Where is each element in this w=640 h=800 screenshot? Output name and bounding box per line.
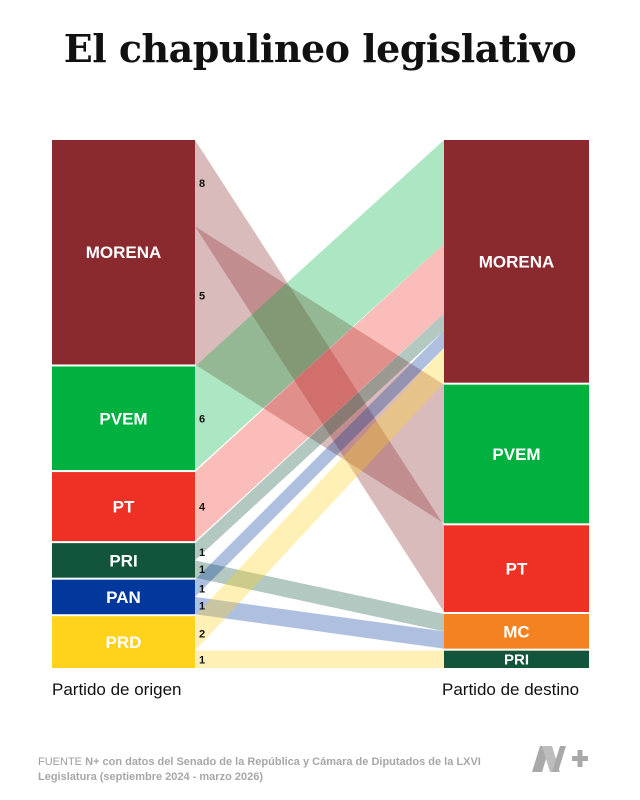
origin-node-pt — [52, 472, 195, 542]
flow-group — [195, 140, 444, 668]
origin-node-label-pvem: PVEM — [99, 409, 147, 428]
sankey-chart: MORENA PVEM PT PRI PAN PRD MORENA PVEM PT MC PRI 8… — [52, 140, 589, 668]
destination-node-morena — [444, 140, 589, 383]
destination-node-label-pvem: PVEM — [492, 445, 540, 464]
flow-pan-to-morena — [195, 330, 444, 597]
flow-label-prd-to-pri: 1 — [199, 654, 205, 666]
flow-label-pri-to-mc: 1 — [199, 564, 205, 576]
flow-pri-to-morena — [195, 313, 444, 561]
destination-node-label-pt: PT — [506, 560, 528, 579]
origin-node-label-pt: PT — [113, 498, 135, 517]
origin-node-label-pan: PAN — [106, 588, 141, 607]
flow-label-morena-to-pvem: 5 — [199, 290, 205, 302]
destination-node-label-morena: MORENA — [479, 252, 555, 271]
flow-morena-to-pt — [195, 140, 444, 612]
origin-node-morena — [52, 140, 195, 365]
origin-node-label-pri: PRI — [109, 551, 137, 570]
origin-node-label-morena: MORENA — [86, 243, 162, 262]
source-key: FUENTE — [38, 756, 82, 768]
nplus-logo — [532, 746, 588, 772]
origin-axis-label: Partido de origen — [52, 680, 182, 699]
flow-label-prd-to-morena: 2 — [199, 628, 205, 640]
source-text: N+ con datos del Senado de la República … — [38, 756, 481, 783]
destination-axis-label: Partido de destino — [442, 680, 580, 699]
source-note: FUENTE N+ con datos del Senado de la Rep… — [38, 755, 508, 785]
flow-prd-to-morena — [195, 348, 444, 651]
flow-label-morena-to-pt: 8 — [199, 178, 205, 190]
flow-morena-to-pvem — [195, 226, 444, 524]
origin-node-pan — [52, 579, 195, 615]
origin-node-prd — [52, 616, 195, 668]
node-group: MORENA PVEM PT PRI PAN PRD MORENA PVEM PT MC PRI — [52, 140, 589, 668]
flow-label-pt-to-morena: 4 — [199, 502, 206, 514]
destination-node-pvem — [444, 384, 589, 524]
flow-pvem-to-morena — [195, 140, 444, 471]
flow-label-pan-to-mc: 1 — [199, 601, 205, 613]
chart-title: El chapulineo legislativo — [63, 26, 577, 71]
destination-node-label-mc: MC — [503, 622, 529, 641]
destination-node-pri — [444, 650, 589, 668]
flow-pan-to-mc — [195, 596, 444, 649]
flow-label-pvem-to-morena: 6 — [199, 413, 205, 425]
flow-pri-to-mc — [195, 560, 444, 632]
flow-prd-to-pri — [195, 650, 444, 668]
destination-node-pt — [444, 525, 589, 612]
flow-label-pri-to-morena: 1 — [199, 547, 205, 559]
origin-node-label-prd: PRD — [106, 633, 142, 652]
flow-label-pan-to-morena: 1 — [199, 583, 205, 595]
origin-node-pvem — [52, 366, 195, 471]
flow-label-group: 8 5 6 4 1 1 1 1 2 1 — [199, 178, 206, 666]
flow-pt-to-morena — [195, 244, 444, 542]
destination-node-mc — [444, 614, 589, 649]
destination-node-label-pri: PRI — [504, 651, 529, 668]
origin-node-pri — [52, 543, 195, 578]
